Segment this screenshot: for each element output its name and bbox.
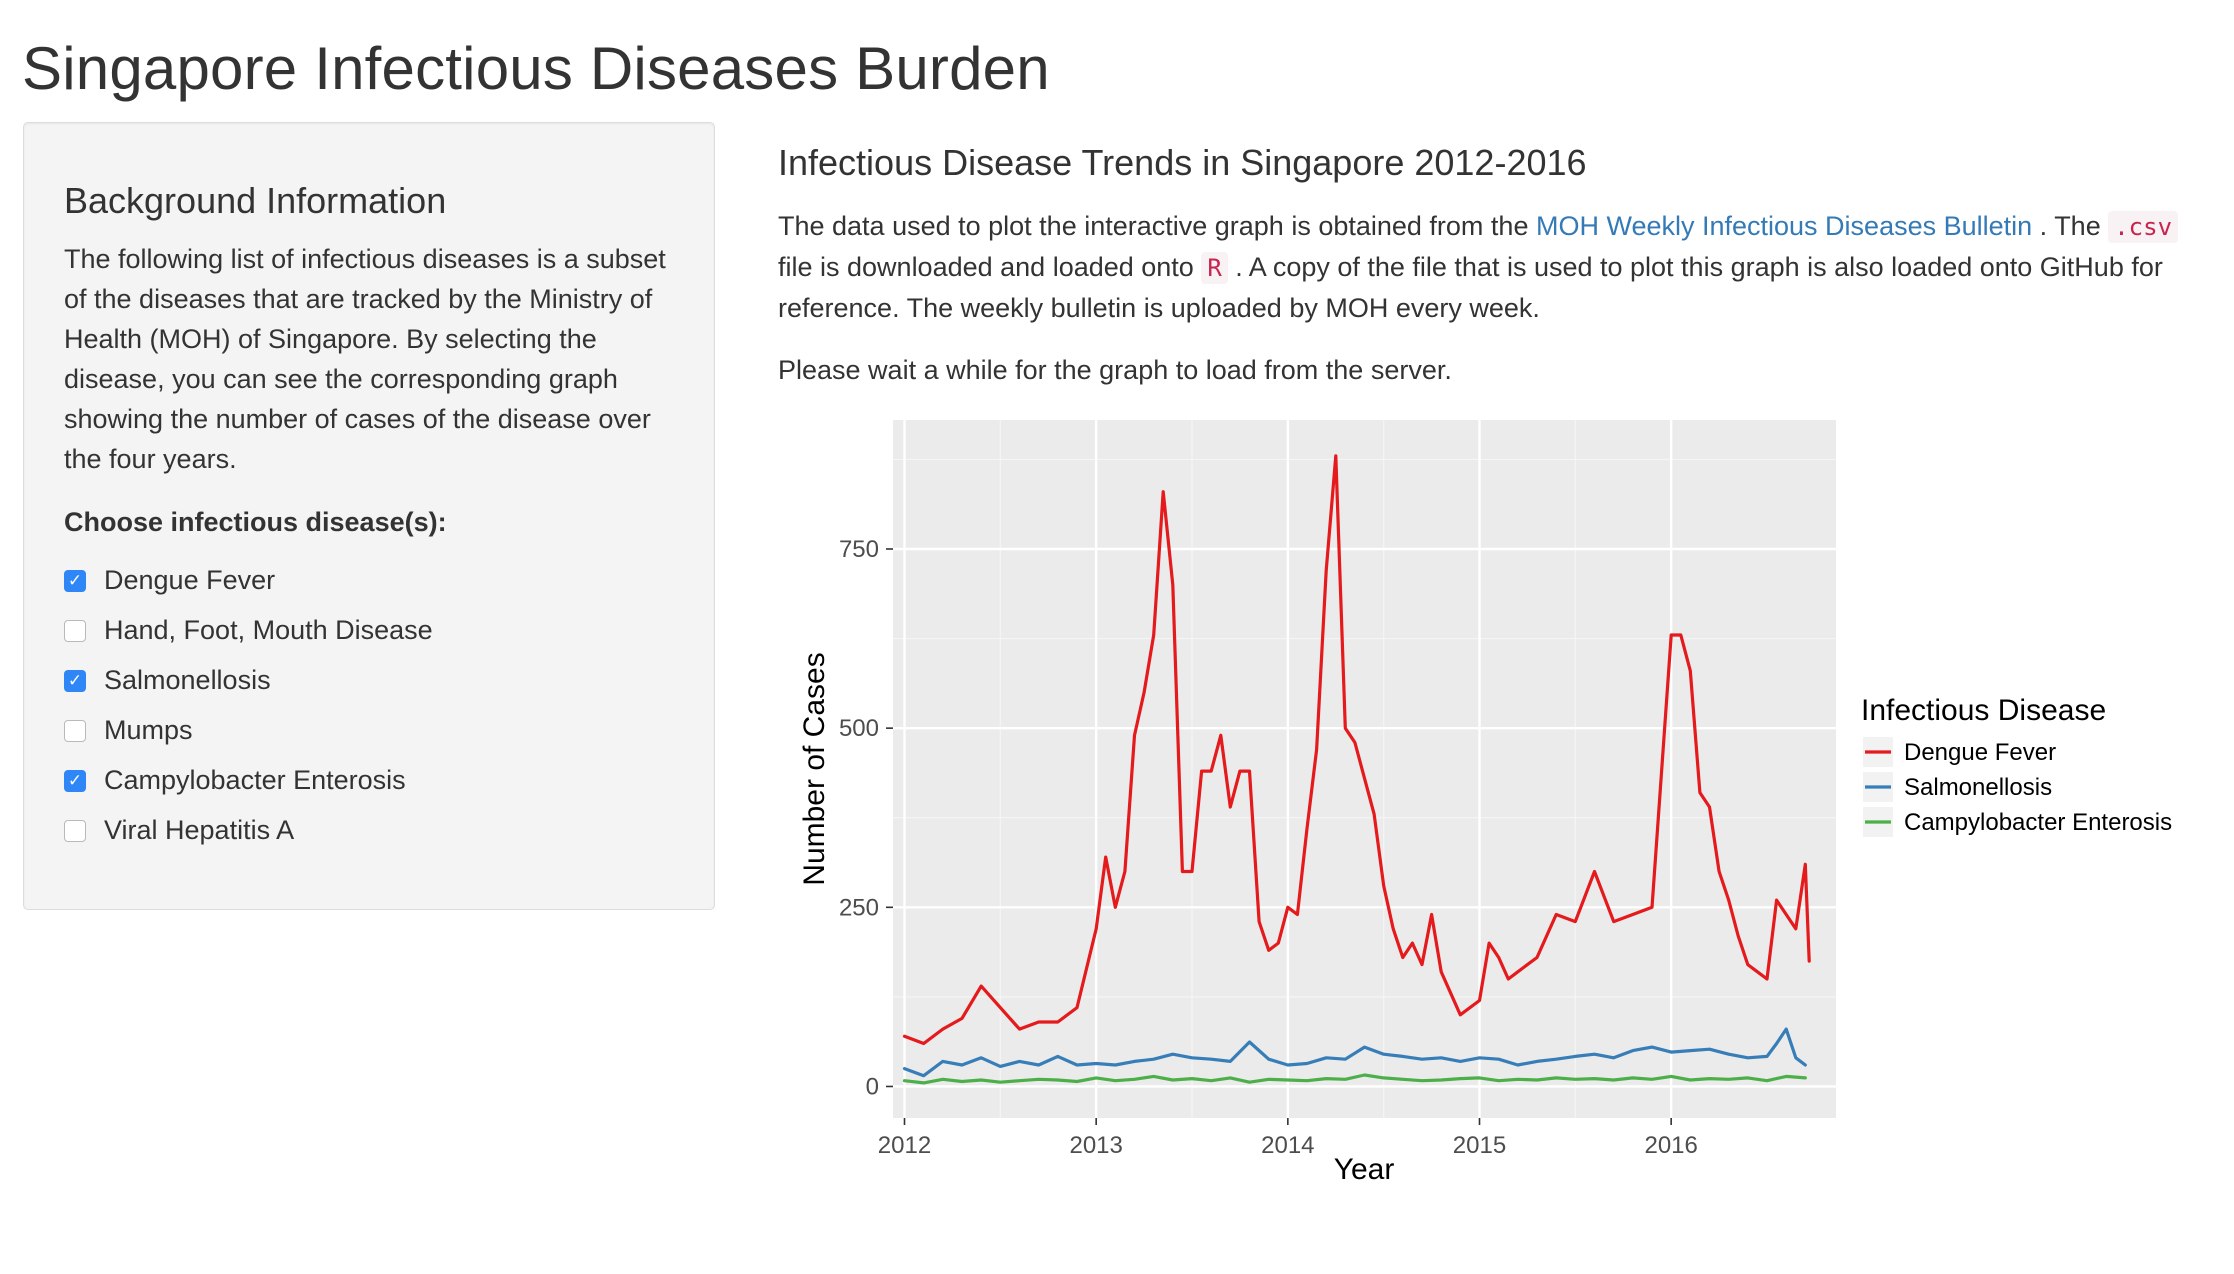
paragraph-text: . The <box>2032 211 2109 241</box>
checkbox-label: Viral Hepatitis A <box>104 815 295 846</box>
checkbox-campylobacter-enterosis[interactable]: ✓ Campylobacter Enterosis <box>64 756 674 806</box>
sidebar-heading: Background Information <box>64 180 447 221</box>
data-source-paragraph: The data used to plot the interactive gr… <box>778 206 2218 328</box>
dengue-fever-line[interactable] <box>902 454 1811 1046</box>
checkbox-hand-foot-mouth-disease[interactable]: Hand, Foot, Mouth Disease <box>64 606 674 656</box>
checkbox-label: Mumps <box>104 715 193 746</box>
x-tick-label: 2015 <box>1453 1132 1506 1159</box>
checkbox-viral-hepatitis-a[interactable]: Viral Hepatitis A <box>64 806 674 856</box>
paragraph-text: file is downloaded and loaded onto <box>778 252 1202 282</box>
y-tick-label: 0 <box>866 1073 879 1100</box>
x-axis-title: Year <box>1334 1153 1395 1186</box>
checkbox-mumps[interactable]: Mumps <box>64 706 674 756</box>
salmonellosis-line[interactable] <box>902 1027 1807 1078</box>
moh-bulletin-link[interactable]: MOH Weekly Infectious Diseases Bulletin <box>1535 211 2033 241</box>
legend-title: Infectious Disease <box>1861 694 2106 727</box>
main-panel: Infectious Disease Trends in Singapore 2… <box>778 142 2218 412</box>
checkbox-icon[interactable] <box>64 819 86 842</box>
x-tick-label: 2016 <box>1644 1132 1697 1159</box>
axes: 2012 2013 2014 2015 2016 0 250 500 750 <box>839 536 1698 1159</box>
campylobacter-enterosis-line[interactable] <box>902 1073 1807 1085</box>
checkbox-icon[interactable] <box>64 619 86 642</box>
checkbox-icon[interactable] <box>64 719 86 742</box>
grid-lines <box>893 420 1836 1118</box>
y-axis-title: Number of Cases <box>798 652 831 885</box>
choose-disease-label: Choose infectious disease(s): <box>64 506 447 537</box>
y-tick-label: 500 <box>839 715 879 742</box>
loading-note: Please wait a while for the graph to loa… <box>778 355 1452 385</box>
sidebar-panel: Background Information The following lis… <box>23 122 715 910</box>
checkbox-label: Hand, Foot, Mouth Disease <box>104 615 433 646</box>
disease-trend-chart[interactable]: 2012 2013 2014 2015 2016 0 250 500 750 Year Numb… <box>778 405 2218 1205</box>
x-tick-label: 2012 <box>878 1132 931 1159</box>
r-code: R <box>1201 252 1228 284</box>
legend: Infectious Disease Dengue Fever Salmonell… <box>1861 694 2172 837</box>
checkbox-icon[interactable]: ✓ <box>64 669 86 692</box>
paragraph-text: . A copy of the file that is used to plo… <box>778 252 2163 323</box>
checkbox-icon[interactable]: ✓ <box>64 769 86 792</box>
legend-label-dengue-fever: Dengue Fever <box>1904 739 2056 766</box>
x-tick-label: 2014 <box>1261 1132 1314 1159</box>
checkbox-dengue-fever[interactable]: ✓ Dengue Fever <box>64 556 674 606</box>
legend-label-salmonellosis: Salmonellosis <box>1904 774 2052 801</box>
paragraph-text: The data used to plot the interactive gr… <box>778 211 1536 241</box>
legend-label-campylobacter-enterosis: Campylobacter Enterosis <box>1904 809 2172 836</box>
page-title: Singapore Infectious Diseases Burden <box>22 35 1050 102</box>
sidebar-description: The following list of infectious disease… <box>64 243 666 474</box>
plot-panel <box>893 420 1836 1118</box>
checkbox-salmonellosis[interactable]: ✓ Salmonellosis <box>64 656 674 706</box>
csv-code: .csv <box>2108 211 2179 243</box>
x-tick-label: 2013 <box>1069 1132 1122 1159</box>
main-heading: Infectious Disease Trends in Singapore 2… <box>778 142 1587 183</box>
y-tick-label: 250 <box>839 894 879 921</box>
checkbox-icon[interactable]: ✓ <box>64 569 86 592</box>
checkbox-label: Campylobacter Enterosis <box>104 765 406 796</box>
y-tick-label: 750 <box>839 536 879 563</box>
series-lines <box>902 454 1811 1085</box>
checkbox-label: Dengue Fever <box>104 565 276 596</box>
checkbox-label: Salmonellosis <box>104 665 271 696</box>
